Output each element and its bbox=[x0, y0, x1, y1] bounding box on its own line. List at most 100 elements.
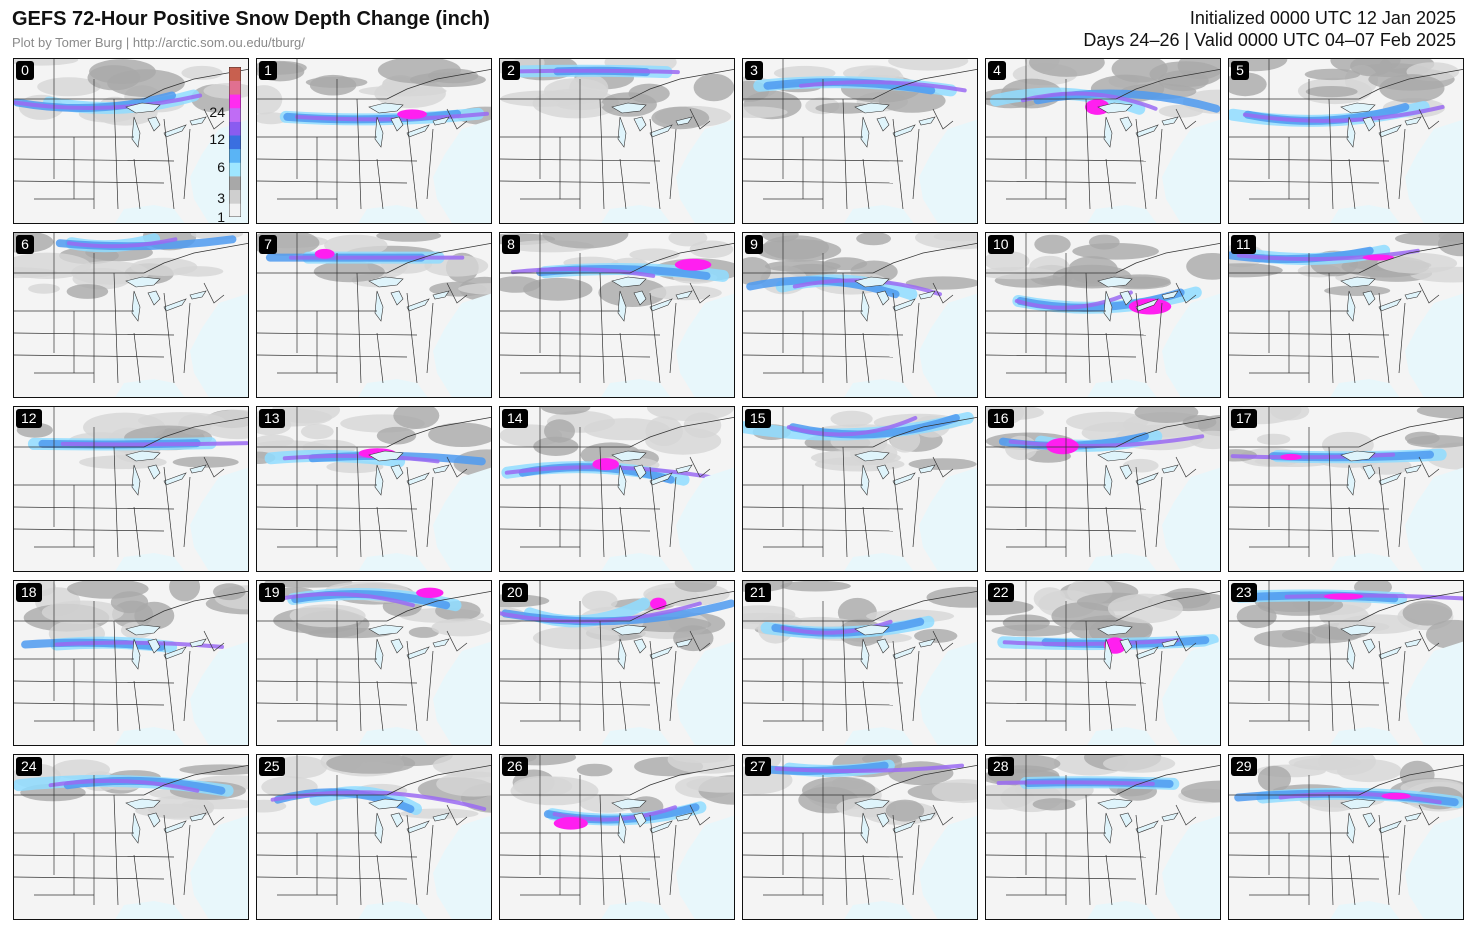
member-panel: 4 bbox=[985, 58, 1221, 224]
snow-depth-map bbox=[743, 407, 977, 571]
member-label: 24 bbox=[16, 757, 42, 776]
member-label: 12 bbox=[16, 409, 42, 428]
snow-depth-map bbox=[500, 59, 734, 223]
member-label: 26 bbox=[502, 757, 528, 776]
member-panel: 23 bbox=[1228, 580, 1464, 746]
snow-depth-map bbox=[1229, 59, 1463, 223]
member-panel: 18 bbox=[13, 580, 249, 746]
snow-depth-map bbox=[14, 755, 248, 919]
member-panel: 24 bbox=[13, 754, 249, 920]
colorbar-tick-label: 12 bbox=[209, 131, 225, 147]
member-panel: 19 bbox=[256, 580, 492, 746]
member-panel: 15 bbox=[742, 406, 978, 572]
member-label: 17 bbox=[1231, 409, 1257, 428]
member-panel: 14 bbox=[499, 406, 735, 572]
snow-depth-map bbox=[500, 407, 734, 571]
snow-depth-map bbox=[500, 233, 734, 397]
colorbar-swatch bbox=[229, 203, 241, 217]
member-label: 23 bbox=[1231, 583, 1257, 602]
member-panel: 21 bbox=[742, 580, 978, 746]
snow-depth-map bbox=[1229, 755, 1463, 919]
member-label: 11 bbox=[1231, 235, 1256, 254]
member-label: 0 bbox=[16, 61, 34, 80]
colorbar-tick-label: 3 bbox=[217, 190, 225, 206]
snow-depth-map bbox=[500, 581, 734, 745]
snow-depth-map bbox=[1229, 233, 1463, 397]
member-label: 22 bbox=[988, 583, 1014, 602]
snow-depth-map bbox=[986, 59, 1220, 223]
member-panel: 16 bbox=[985, 406, 1221, 572]
snow-depth-map bbox=[257, 59, 491, 223]
map-credit: Plot by Tomer Burg | http://arctic.som.o… bbox=[12, 35, 305, 50]
colorbar-swatch bbox=[229, 176, 241, 191]
member-label: 5 bbox=[1231, 61, 1249, 80]
member-panel: 7 bbox=[256, 232, 492, 398]
colorbar-tick-label: 24 bbox=[209, 104, 225, 120]
member-label: 7 bbox=[259, 235, 277, 254]
member-panel: 26 bbox=[499, 754, 735, 920]
member-label: 29 bbox=[1231, 757, 1257, 776]
snow-depth-map bbox=[986, 233, 1220, 397]
member-label: 25 bbox=[259, 757, 285, 776]
member-panel: 11 bbox=[1228, 232, 1464, 398]
member-panel: 25 bbox=[256, 754, 492, 920]
snow-depth-map bbox=[743, 755, 977, 919]
snow-depth-map bbox=[986, 581, 1220, 745]
colorbar-swatch bbox=[229, 162, 241, 177]
colorbar-swatch bbox=[229, 67, 241, 81]
member-panel: 3 bbox=[742, 58, 978, 224]
member-panel: 12 bbox=[13, 406, 249, 572]
colorbar-tick-label: 6 bbox=[217, 159, 225, 175]
snow-depth-map bbox=[986, 755, 1220, 919]
initialized-time: Initialized 0000 UTC 12 Jan 2025 bbox=[1189, 8, 1456, 28]
member-panel: 2 bbox=[499, 58, 735, 224]
member-panel: 20 bbox=[499, 580, 735, 746]
member-panel: 1 bbox=[256, 58, 492, 224]
member-label: 16 bbox=[988, 409, 1014, 428]
member-panel: 28 bbox=[985, 754, 1221, 920]
member-panel: 13 bbox=[256, 406, 492, 572]
member-label: 6 bbox=[16, 235, 34, 254]
valid-time: Days 24–26 | Valid 0000 UTC 04–07 Feb 20… bbox=[1083, 30, 1456, 50]
member-panel: 10 bbox=[985, 232, 1221, 398]
colorbar-swatch bbox=[229, 94, 241, 109]
member-panel: 8 bbox=[499, 232, 735, 398]
member-label: 10 bbox=[988, 235, 1014, 254]
member-label: 8 bbox=[502, 235, 520, 254]
map-title: GEFS 72-Hour Positive Snow Depth Change … bbox=[12, 8, 490, 30]
member-label: 28 bbox=[988, 757, 1014, 776]
member-label: 9 bbox=[745, 235, 763, 254]
member-panel: 29 bbox=[1228, 754, 1464, 920]
snow-depth-map bbox=[1229, 407, 1463, 571]
member-label: 1 bbox=[259, 61, 277, 80]
snow-depth-map bbox=[500, 755, 734, 919]
member-panel: 5 bbox=[1228, 58, 1464, 224]
snow-depth-map bbox=[743, 233, 977, 397]
colorbar-swatch bbox=[229, 121, 241, 136]
member-panel: 0 24 12 6 3 1 bbox=[13, 58, 249, 224]
colorbar-swatch bbox=[229, 107, 241, 122]
snow-depth-map bbox=[743, 59, 977, 223]
snow-depth-map bbox=[257, 233, 491, 397]
member-panel: 17 bbox=[1228, 406, 1464, 572]
snow-depth-map bbox=[1229, 581, 1463, 745]
member-label: 27 bbox=[745, 757, 771, 776]
snow-depth-map bbox=[257, 581, 491, 745]
snow-depth-map bbox=[986, 407, 1220, 571]
member-label: 15 bbox=[745, 409, 771, 428]
snow-depth-map bbox=[14, 407, 248, 571]
member-label: 2 bbox=[502, 61, 520, 80]
colorbar-tick-label: 1 bbox=[217, 209, 225, 224]
member-label: 13 bbox=[259, 409, 285, 428]
member-panel: 6 bbox=[13, 232, 249, 398]
snow-depth-map bbox=[14, 581, 248, 745]
member-label: 19 bbox=[259, 583, 285, 602]
member-label: 14 bbox=[502, 409, 528, 428]
snow-depth-map bbox=[14, 233, 248, 397]
snow-depth-map bbox=[14, 59, 248, 223]
member-panel: 9 bbox=[742, 232, 978, 398]
colorbar-swatch bbox=[229, 135, 241, 150]
snow-depth-map bbox=[743, 581, 977, 745]
snow-depth-map bbox=[257, 755, 491, 919]
